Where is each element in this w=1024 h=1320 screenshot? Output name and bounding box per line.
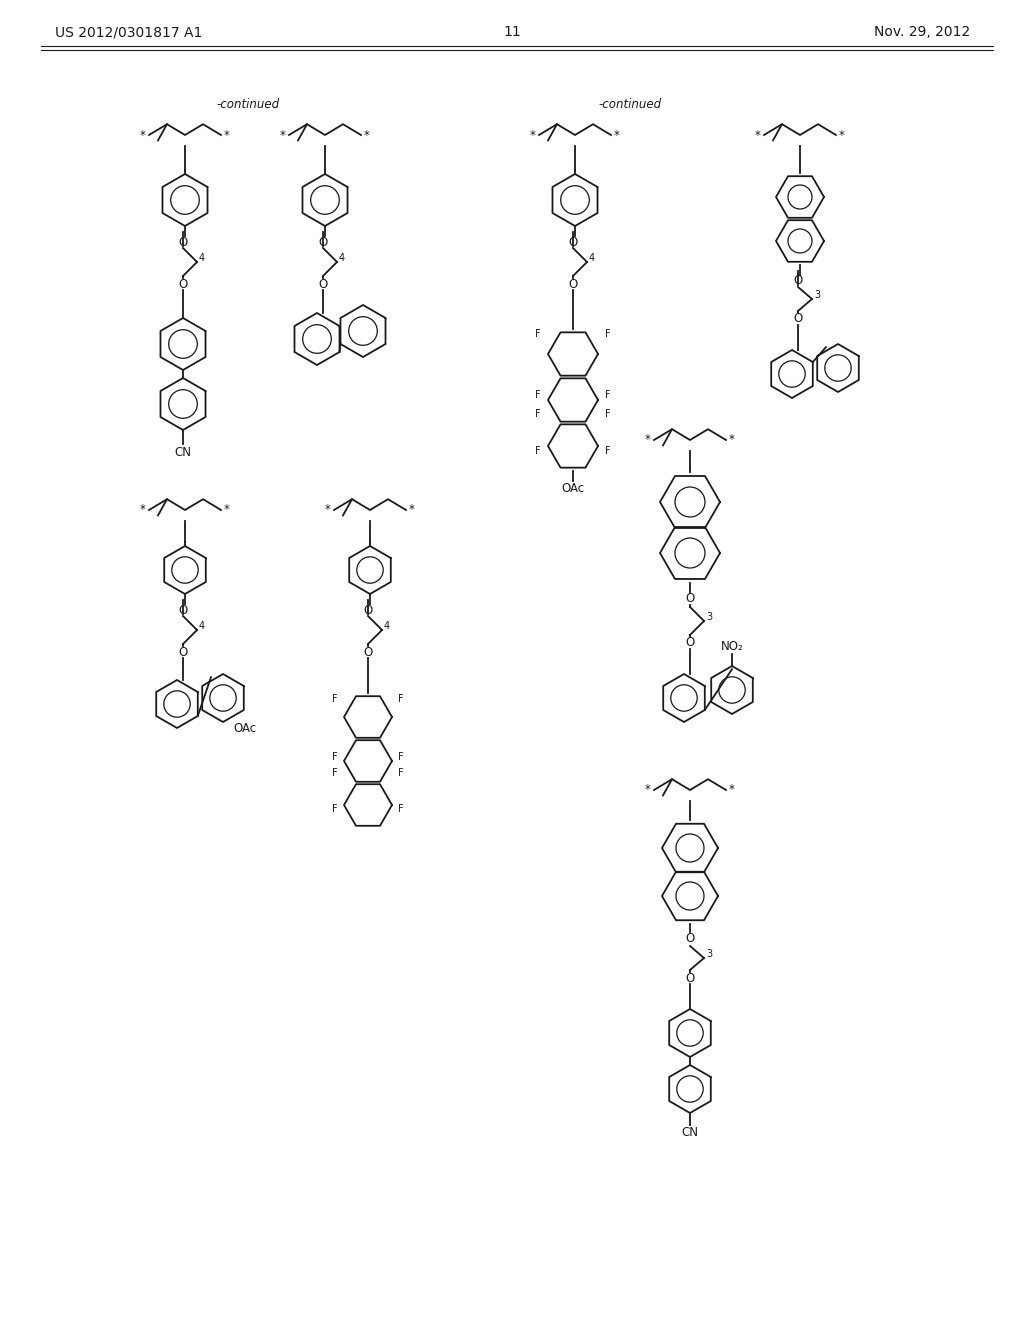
Text: *: * bbox=[645, 784, 651, 796]
Text: F: F bbox=[398, 768, 403, 777]
Text: -continued: -continued bbox=[598, 99, 662, 111]
Text: OAc: OAc bbox=[561, 483, 585, 495]
Text: US 2012/0301817 A1: US 2012/0301817 A1 bbox=[55, 25, 203, 40]
Text: Nov. 29, 2012: Nov. 29, 2012 bbox=[873, 25, 970, 40]
Text: *: * bbox=[365, 128, 370, 141]
Text: CN: CN bbox=[174, 446, 191, 458]
Text: F: F bbox=[398, 804, 403, 814]
Text: O: O bbox=[685, 636, 694, 649]
Text: O: O bbox=[178, 277, 187, 290]
Text: *: * bbox=[614, 128, 620, 141]
Text: O: O bbox=[568, 277, 578, 290]
Text: O: O bbox=[364, 603, 373, 616]
Text: O: O bbox=[178, 235, 187, 248]
Text: -continued: -continued bbox=[216, 99, 280, 111]
Text: F: F bbox=[332, 768, 338, 777]
Text: O: O bbox=[318, 277, 328, 290]
Text: *: * bbox=[140, 503, 146, 516]
Text: O: O bbox=[685, 972, 694, 985]
Text: F: F bbox=[605, 329, 610, 339]
Text: 3: 3 bbox=[706, 949, 712, 960]
Text: F: F bbox=[536, 446, 541, 455]
Text: O: O bbox=[568, 235, 578, 248]
Text: 4: 4 bbox=[589, 253, 595, 263]
Text: *: * bbox=[645, 433, 651, 446]
Text: F: F bbox=[536, 409, 541, 418]
Text: O: O bbox=[685, 932, 694, 945]
Text: F: F bbox=[332, 804, 338, 814]
Text: 4: 4 bbox=[339, 253, 345, 263]
Text: 4: 4 bbox=[384, 620, 390, 631]
Text: OAc: OAc bbox=[233, 722, 257, 734]
Text: 3: 3 bbox=[706, 612, 712, 622]
Text: *: * bbox=[530, 128, 536, 141]
Text: O: O bbox=[178, 603, 187, 616]
Text: 11: 11 bbox=[503, 25, 521, 40]
Text: *: * bbox=[839, 128, 845, 141]
Text: O: O bbox=[794, 275, 803, 288]
Text: O: O bbox=[178, 645, 187, 659]
Text: O: O bbox=[318, 235, 328, 248]
Text: *: * bbox=[140, 128, 146, 141]
Text: NO₂: NO₂ bbox=[721, 639, 743, 652]
Text: F: F bbox=[605, 409, 610, 418]
Text: *: * bbox=[224, 503, 230, 516]
Text: *: * bbox=[755, 128, 761, 141]
Text: F: F bbox=[536, 329, 541, 339]
Text: F: F bbox=[605, 389, 610, 400]
Text: O: O bbox=[364, 645, 373, 659]
Text: *: * bbox=[325, 503, 331, 516]
Text: F: F bbox=[332, 752, 338, 762]
Text: *: * bbox=[224, 128, 230, 141]
Text: *: * bbox=[729, 784, 735, 796]
Text: *: * bbox=[409, 503, 415, 516]
Text: 3: 3 bbox=[814, 290, 820, 300]
Text: F: F bbox=[332, 694, 338, 704]
Text: 4: 4 bbox=[199, 620, 205, 631]
Text: *: * bbox=[729, 433, 735, 446]
Text: F: F bbox=[398, 694, 403, 704]
Text: O: O bbox=[794, 313, 803, 326]
Text: CN: CN bbox=[682, 1126, 698, 1139]
Text: O: O bbox=[685, 593, 694, 606]
Text: *: * bbox=[280, 128, 286, 141]
Text: F: F bbox=[605, 446, 610, 455]
Text: F: F bbox=[536, 389, 541, 400]
Text: 4: 4 bbox=[199, 253, 205, 263]
Text: F: F bbox=[398, 752, 403, 762]
